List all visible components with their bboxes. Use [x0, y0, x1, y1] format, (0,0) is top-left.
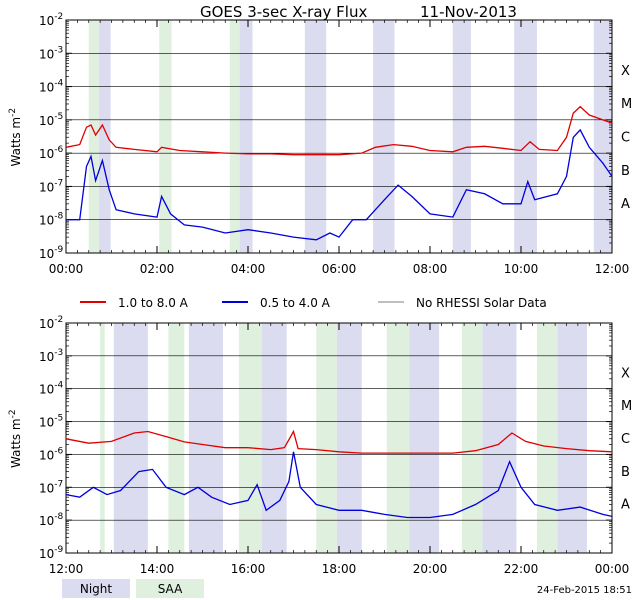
night-band — [593, 20, 612, 253]
top-panel: 10-2 10-3 10-4 10-5 10-6 10-7 10-8 10-9 X M C B A Wat… — [8, 12, 632, 276]
night-saa-legend: Night SAA — [62, 579, 204, 598]
saa-band — [168, 323, 185, 553]
y-axis-label: Watts m-2 — [8, 108, 23, 167]
x-tick-label: 20:00 — [413, 562, 448, 576]
y-tick-label: 10-6 — [39, 446, 64, 462]
night-band — [514, 20, 537, 253]
series-legend: 1.0 to 8.0 A 0.5 to 4.0 A No RHESSI Solar … — [80, 296, 547, 310]
legend-box — [136, 579, 204, 598]
x-tick-label: 22:00 — [504, 562, 539, 576]
y-tick-label: 10-2 — [39, 12, 63, 28]
y-tick-label: 10-9 — [39, 245, 64, 261]
flare-class-label: M — [621, 399, 632, 414]
saa-band — [536, 323, 558, 553]
saa-band — [238, 323, 262, 553]
flare-class-label: A — [621, 197, 630, 212]
saa-band — [461, 323, 483, 553]
saa-band — [316, 323, 337, 553]
x-tick-label: 14:00 — [140, 562, 175, 576]
y-tick-label: 10-6 — [39, 145, 64, 161]
x-tick-label: 02:00 — [140, 262, 175, 276]
chart-date: 11-Nov-2013 — [420, 3, 517, 21]
night-band — [452, 20, 471, 253]
saa-band — [229, 20, 240, 253]
x-tick-label: 00:00 — [49, 262, 84, 276]
y-tick-label: 10-5 — [39, 414, 63, 430]
legend-box — [62, 579, 130, 598]
night-band — [261, 323, 287, 553]
flare-class-label: M — [621, 97, 632, 112]
y-tick-label: 10-7 — [39, 479, 63, 495]
flare-class-label: B — [621, 465, 630, 480]
saa-band — [88, 20, 99, 253]
night-band — [482, 323, 517, 553]
x-tick-label: 12:00 — [49, 562, 84, 576]
y-tick-label: 10-2 — [39, 315, 63, 331]
y-tick-label: 10-4 — [39, 381, 64, 397]
x-tick-label: 00:00 — [595, 562, 630, 576]
x-tick-label: 10:00 — [504, 262, 539, 276]
x-tick-label: 04:00 — [231, 262, 266, 276]
y-tick-label: 10-5 — [39, 112, 63, 128]
y-axis-label: Watts m-2 — [8, 409, 23, 468]
night-band — [373, 20, 395, 253]
y-tick-label: 10-8 — [39, 212, 64, 228]
night-band — [304, 20, 327, 253]
series-line — [65, 451, 613, 519]
y-tick-label: 10-9 — [39, 545, 64, 561]
series-line — [65, 429, 613, 454]
y-tick-label: 10-8 — [39, 512, 64, 528]
bottom-panel: 10-2 10-3 10-4 10-5 10-6 10-7 10-8 10-9 X M C B A Wat… — [8, 315, 632, 576]
night-band — [188, 323, 223, 553]
flare-class-label: B — [621, 164, 630, 179]
legend-label: No RHESSI Solar Data — [416, 296, 547, 310]
x-tick-label: 18:00 — [322, 562, 357, 576]
flare-class-label: C — [621, 131, 630, 146]
y-tick-label: 10-3 — [39, 348, 63, 364]
x-tick-label: 12:00 — [595, 262, 630, 276]
legend-label: 0.5 to 4.0 A — [260, 296, 331, 310]
night-band — [409, 323, 440, 553]
flare-class-label: A — [621, 498, 630, 513]
legend-box-label: SAA — [158, 582, 183, 596]
y-tick-label: 10-4 — [39, 79, 64, 95]
flare-class-label: X — [621, 64, 630, 79]
saa-band — [100, 323, 105, 553]
night-band — [557, 323, 587, 553]
saa-band — [159, 20, 172, 253]
legend-box-label: Night — [80, 582, 113, 596]
night-band — [236, 20, 253, 253]
x-tick-label: 08:00 — [413, 262, 448, 276]
legend-label: 1.0 to 8.0 A — [118, 296, 189, 310]
y-tick-label: 10-7 — [39, 178, 63, 194]
chart-title: GOES 3-sec X-ray Flux — [200, 3, 367, 21]
timestamp: 24-Feb-2015 18:51 — [537, 585, 632, 596]
series-line — [66, 128, 613, 241]
flare-class-label: C — [621, 432, 630, 447]
y-tick-label: 10-3 — [39, 45, 63, 61]
series-line — [65, 105, 613, 156]
night-band — [98, 20, 111, 253]
x-tick-label: 16:00 — [231, 562, 266, 576]
flare-class-label: X — [621, 366, 630, 381]
night-band — [336, 323, 362, 553]
saa-band — [386, 323, 410, 553]
x-tick-label: 06:00 — [322, 262, 357, 276]
